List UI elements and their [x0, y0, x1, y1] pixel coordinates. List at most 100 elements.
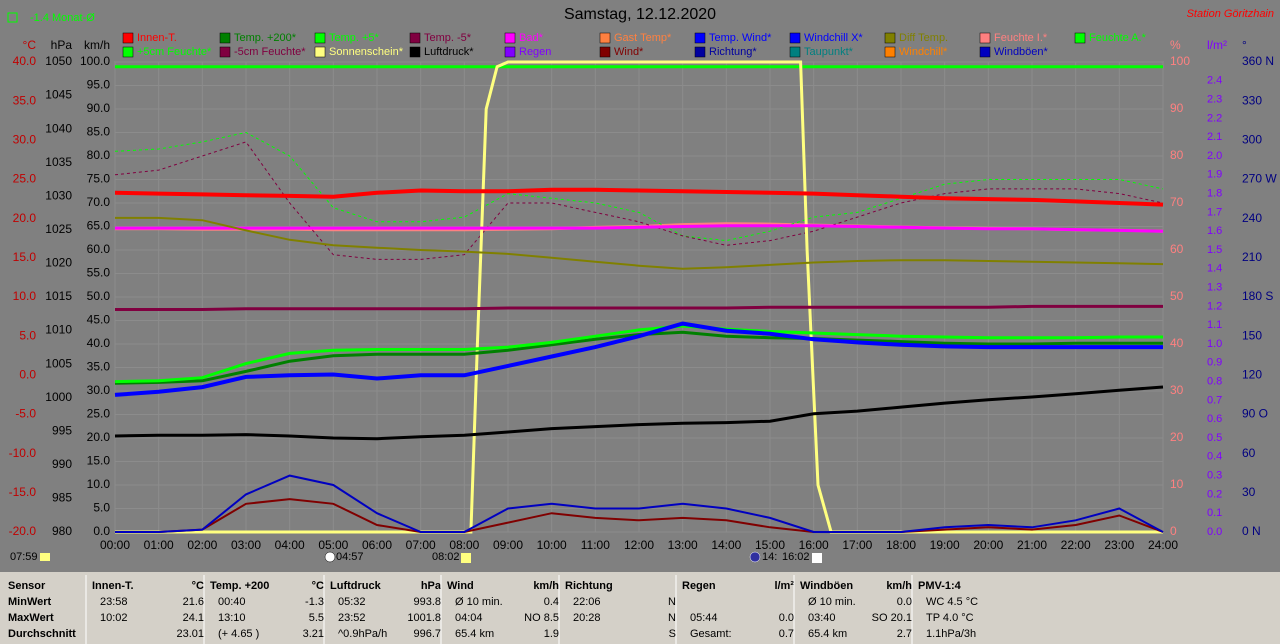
axis-unit: °C [23, 38, 37, 52]
y-tick-label: 1005 [45, 356, 72, 370]
y-tick-label: 10.0 [13, 289, 37, 303]
y-tick-label: 20.0 [13, 211, 37, 225]
series-line [115, 224, 1164, 233]
table-cell: 0.7 [779, 628, 794, 640]
x-tick-label: 15:00 [755, 538, 785, 552]
y-tick-label: 1030 [45, 188, 72, 202]
y-tick-label: 10 [1170, 477, 1184, 491]
legend-swatch [979, 46, 991, 58]
legend-label: -5cm Feuchte* [234, 46, 306, 58]
x-tick-label: 06:00 [362, 538, 392, 552]
table-unit: °C [312, 580, 324, 592]
table-cell: N [668, 596, 676, 608]
legend-label: Regen [519, 46, 551, 58]
legend-label: Sonnenschein* [329, 46, 404, 58]
series-line [114, 321, 1163, 397]
table-cell: 23:58 [100, 596, 128, 608]
x-tick-label: 13:00 [668, 538, 698, 552]
x-tick-label: 01:00 [144, 538, 174, 552]
annotation: 16:02 [782, 551, 810, 563]
x-tick-label: 24:00 [1148, 538, 1178, 552]
table-cell: S [669, 628, 676, 640]
legend-label: Luftdruck* [424, 46, 474, 58]
month-average: -1.4 Monat-Ø [30, 12, 95, 24]
legend-swatch [409, 46, 421, 58]
y-tick-label: 1050 [45, 54, 72, 68]
y-tick-label: 25.0 [87, 407, 111, 421]
table-header: Regen [682, 580, 716, 592]
y-tick-label: 0 [1170, 524, 1177, 538]
y-tick-label: 0.4 [1207, 451, 1222, 463]
y-tick-label: 30 [1170, 383, 1184, 397]
y-tick-label: 2.1 [1207, 131, 1222, 143]
y-tick-label: 2.2 [1207, 112, 1222, 124]
y-tick-label: 75.0 [87, 172, 111, 186]
x-tick-label: 21:00 [1017, 538, 1047, 552]
row-label: MaxWert [8, 612, 54, 624]
table-cell: 10:02 [100, 612, 128, 624]
x-tick-label: 17:00 [842, 538, 872, 552]
legend-swatch [979, 32, 991, 44]
y-tick-label: 1020 [45, 256, 72, 270]
y-tick-label: 30.0 [13, 133, 37, 147]
y-tick-label: 100 [1170, 54, 1190, 68]
legend-swatch [884, 46, 896, 58]
table-cell: 5.5 [309, 612, 324, 624]
table-header: Sensor [8, 580, 46, 592]
y-tick-label: 15.0 [87, 454, 111, 468]
legend-label: Temp. +5* [329, 32, 380, 44]
y-tick-label: 1.7 [1207, 206, 1222, 218]
legend-swatch [122, 32, 134, 44]
legend-label: Gast Temp* [614, 32, 672, 44]
legend-label: Temp. Wind* [709, 32, 772, 44]
annotation: 14: [762, 551, 777, 563]
legend-swatch [884, 32, 896, 44]
y-tick-label: 0.8 [1207, 376, 1222, 388]
series-line [115, 474, 1164, 533]
legend-label: Bad* [519, 32, 544, 44]
moon-icon [749, 551, 761, 563]
x-tick-label: 08:00 [449, 538, 479, 552]
table-cell: 05:32 [338, 596, 366, 608]
legend-swatch [314, 32, 326, 44]
legend-label: Feuchte A.* [1089, 32, 1147, 44]
table-cell: 04:04 [455, 612, 483, 624]
y-tick-label: 90 [1170, 101, 1184, 115]
x-tick-label: 16:00 [799, 538, 829, 552]
table-cell: 03:40 [808, 612, 836, 624]
table-cell: 1001.8 [407, 612, 441, 624]
axis-unit: l/m² [1207, 38, 1227, 52]
legend-label: Diff Temp. [899, 32, 948, 44]
series-line [115, 304, 1163, 311]
checkbox[interactable] [7, 12, 18, 23]
y-tick-label: 2.4 [1207, 75, 1222, 87]
y-tick-label: 0 N [1242, 524, 1261, 538]
y-tick-label: 1.9 [1207, 169, 1222, 181]
y-tick-label: 60.0 [87, 242, 111, 256]
table-cell: TP 4.0 °C [926, 612, 974, 624]
y-tick-label: 150 [1242, 328, 1262, 342]
y-tick-label: 980 [52, 524, 72, 538]
y-tick-label: 40.0 [87, 336, 111, 350]
legend-swatch [789, 32, 801, 44]
table-cell: Gesamt: [690, 628, 732, 640]
x-tick-label: 19:00 [930, 538, 960, 552]
table-cell: 996.7 [413, 628, 441, 640]
legend-swatch [694, 46, 706, 58]
sun-icon [40, 553, 50, 561]
sun-icon [812, 553, 822, 563]
table-header: Luftdruck [330, 580, 382, 592]
table-header: Wind [447, 580, 474, 592]
y-tick-label: 60 [1242, 446, 1256, 460]
legend-label: Richtung* [709, 46, 757, 58]
x-tick-label: 22:00 [1061, 538, 1091, 552]
table-cell: 20:28 [573, 612, 601, 624]
y-tick-label: 55.0 [87, 266, 111, 280]
table-cell: 1.9 [544, 628, 559, 640]
axis-unit: ° [1242, 38, 1247, 52]
y-tick-label: 20.0 [87, 430, 111, 444]
x-tick-label: 05:00 [318, 538, 348, 552]
table-cell: (+ 4.65 ) [218, 628, 259, 640]
y-tick-label: 35.0 [87, 360, 111, 374]
y-tick-label: 0.3 [1207, 470, 1222, 482]
